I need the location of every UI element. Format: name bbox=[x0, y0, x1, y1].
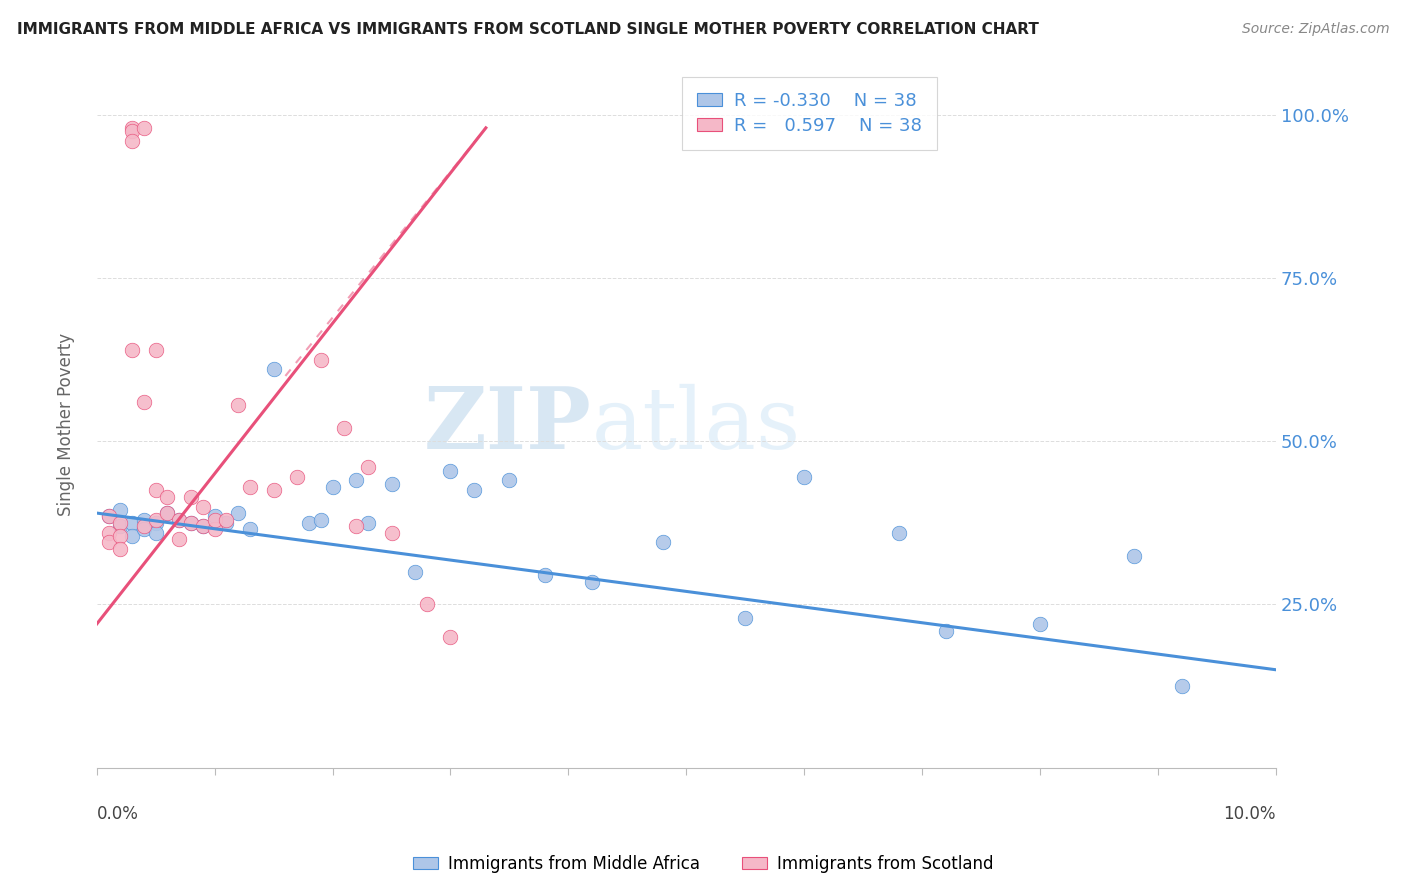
Point bbox=[110, 503, 132, 517]
Point bbox=[344, 519, 367, 533]
Point bbox=[110, 516, 132, 530]
Point bbox=[191, 500, 214, 514]
Point bbox=[167, 532, 190, 546]
Point bbox=[215, 516, 238, 530]
Point bbox=[145, 343, 167, 357]
Point bbox=[191, 519, 214, 533]
Point bbox=[121, 124, 143, 138]
Point bbox=[263, 483, 285, 498]
Point bbox=[533, 568, 555, 582]
Point bbox=[132, 513, 155, 527]
Point bbox=[298, 516, 321, 530]
Point bbox=[97, 509, 120, 524]
Text: 0.0%: 0.0% bbox=[97, 805, 139, 823]
Point bbox=[357, 516, 380, 530]
Point bbox=[651, 535, 673, 549]
Point bbox=[226, 506, 249, 520]
Point bbox=[97, 525, 120, 540]
Point bbox=[97, 509, 120, 524]
Point bbox=[156, 506, 179, 520]
Point bbox=[204, 522, 226, 536]
Point bbox=[110, 541, 132, 556]
Point bbox=[167, 513, 190, 527]
Point bbox=[180, 516, 202, 530]
Point bbox=[204, 513, 226, 527]
Point bbox=[226, 398, 249, 412]
Point bbox=[156, 490, 179, 504]
Point bbox=[380, 525, 402, 540]
Point bbox=[167, 513, 190, 527]
Point bbox=[887, 525, 910, 540]
Point bbox=[404, 565, 426, 579]
Point bbox=[333, 421, 356, 435]
Text: ZIP: ZIP bbox=[425, 383, 592, 467]
Point bbox=[734, 610, 756, 624]
Point bbox=[1029, 617, 1052, 632]
Text: atlas: atlas bbox=[592, 384, 801, 467]
Point bbox=[581, 574, 603, 589]
Point bbox=[793, 470, 815, 484]
Legend: Immigrants from Middle Africa, Immigrants from Scotland: Immigrants from Middle Africa, Immigrant… bbox=[406, 848, 1000, 880]
Point bbox=[309, 352, 332, 367]
Point bbox=[132, 522, 155, 536]
Point bbox=[935, 624, 957, 638]
Point bbox=[380, 476, 402, 491]
Point bbox=[239, 480, 262, 494]
Point bbox=[132, 519, 155, 533]
Point bbox=[110, 529, 132, 543]
Point bbox=[121, 134, 143, 148]
Point bbox=[180, 516, 202, 530]
Point bbox=[1170, 679, 1192, 693]
Y-axis label: Single Mother Poverty: Single Mother Poverty bbox=[58, 334, 75, 516]
Point bbox=[132, 120, 155, 135]
Text: 10.0%: 10.0% bbox=[1223, 805, 1277, 823]
Point bbox=[180, 490, 202, 504]
Point bbox=[239, 522, 262, 536]
Text: Source: ZipAtlas.com: Source: ZipAtlas.com bbox=[1241, 22, 1389, 37]
Point bbox=[322, 480, 344, 494]
Point bbox=[121, 516, 143, 530]
Point bbox=[344, 474, 367, 488]
Point bbox=[285, 470, 308, 484]
Point bbox=[204, 509, 226, 524]
Point bbox=[439, 464, 461, 478]
Point bbox=[145, 525, 167, 540]
Point bbox=[357, 460, 380, 475]
Point bbox=[145, 483, 167, 498]
Point bbox=[145, 516, 167, 530]
Point bbox=[121, 120, 143, 135]
Point bbox=[463, 483, 485, 498]
Point bbox=[121, 343, 143, 357]
Point bbox=[309, 513, 332, 527]
Point bbox=[215, 513, 238, 527]
Point bbox=[97, 535, 120, 549]
Point bbox=[145, 513, 167, 527]
Text: IMMIGRANTS FROM MIDDLE AFRICA VS IMMIGRANTS FROM SCOTLAND SINGLE MOTHER POVERTY : IMMIGRANTS FROM MIDDLE AFRICA VS IMMIGRA… bbox=[17, 22, 1039, 37]
Legend: R = -0.330    N = 38, R =   0.597    N = 38: R = -0.330 N = 38, R = 0.597 N = 38 bbox=[682, 78, 936, 150]
Point bbox=[156, 506, 179, 520]
Point bbox=[121, 529, 143, 543]
Point bbox=[191, 519, 214, 533]
Point bbox=[498, 474, 520, 488]
Point bbox=[1123, 549, 1146, 563]
Point bbox=[132, 395, 155, 409]
Point bbox=[263, 362, 285, 376]
Point bbox=[110, 519, 132, 533]
Point bbox=[439, 630, 461, 644]
Point bbox=[416, 598, 439, 612]
